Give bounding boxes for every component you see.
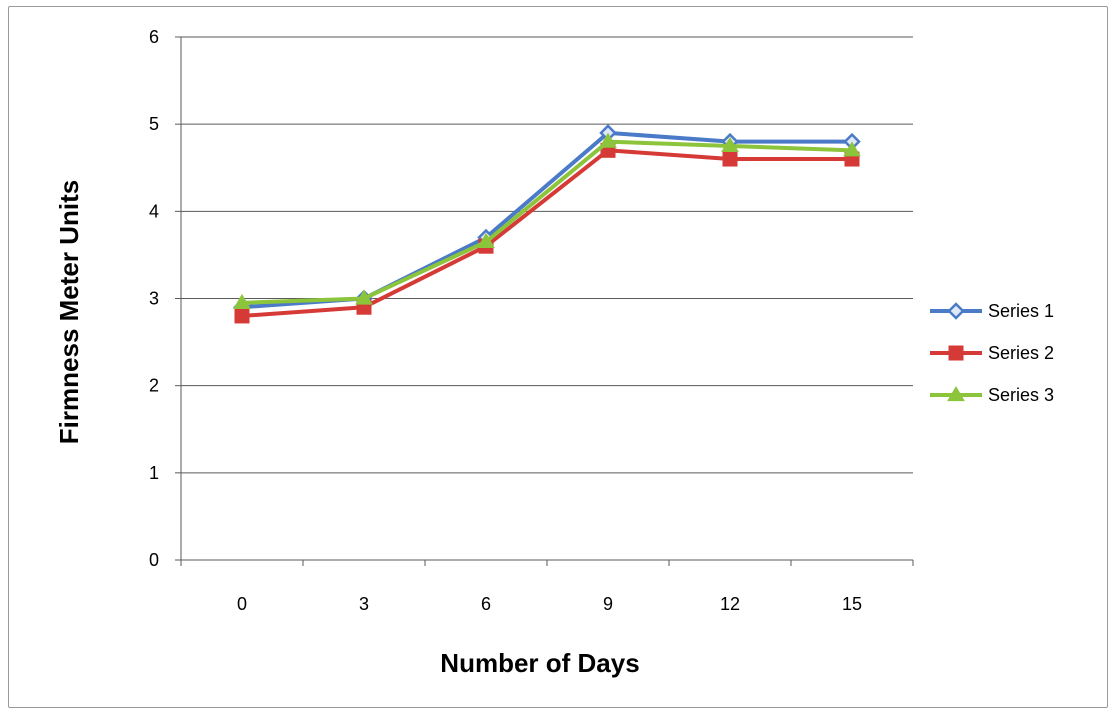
legend-marker-3 — [947, 386, 965, 402]
series-3-point-15 — [843, 141, 861, 157]
y-tick-label-0: 0 — [149, 550, 159, 570]
series-3-point-3 — [355, 289, 373, 305]
y-tick-label-5: 5 — [149, 114, 159, 134]
series-1 — [233, 124, 861, 316]
grid-lines — [181, 36, 913, 474]
legend-marker-1 — [947, 302, 965, 320]
legend-label-1: Series 1 — [988, 301, 1054, 321]
x-tick-label-12: 12 — [720, 594, 740, 614]
y-tick-label-2: 2 — [149, 376, 159, 396]
legend-item-series-1: Series 1 — [930, 301, 1054, 321]
series-3-point-12 — [721, 136, 739, 153]
x-axis-title: Number of Days — [440, 648, 639, 678]
x-tick-label-3: 3 — [359, 594, 369, 614]
x-tick-label-15: 15 — [842, 594, 862, 614]
series-lines — [233, 124, 861, 324]
legend-label-2: Series 2 — [988, 343, 1054, 363]
y-tick-label-1: 1 — [149, 463, 159, 483]
y-axis-title: Firmness Meter Units — [54, 180, 84, 444]
series-3-line — [241, 139, 853, 305]
x-tick-labels: 0 3 6 9 12 15 — [237, 594, 862, 614]
axes — [175, 36, 914, 566]
series-2 — [234, 142, 860, 324]
y-tick-labels: 0 1 2 3 4 5 6 — [149, 27, 159, 570]
y-tick-label-6: 6 — [149, 27, 159, 47]
series-2-line — [241, 148, 852, 318]
legend-marker-2 — [948, 345, 964, 361]
series-3-point-6 — [477, 232, 495, 248]
legend-item-series-3: Series 3 — [930, 385, 1054, 405]
series-3-point-9 — [599, 132, 617, 148]
legend: Series 1 Series 2 Series 3 — [930, 301, 1054, 405]
series-2-point-12 — [722, 151, 738, 167]
series-3-point-0 — [233, 293, 251, 309]
series-2-point-0 — [234, 308, 250, 324]
x-tick-label-6: 6 — [481, 594, 491, 614]
x-tick-label-0: 0 — [237, 594, 247, 614]
y-tick-label-4: 4 — [149, 201, 159, 221]
series-3 — [233, 132, 861, 309]
y-tick-label-3: 3 — [149, 289, 159, 309]
legend-item-series-2: Series 2 — [930, 343, 1054, 363]
x-tick-label-9: 9 — [603, 594, 613, 614]
legend-label-3: Series 3 — [988, 385, 1054, 405]
chart-frame — [8, 6, 1108, 708]
